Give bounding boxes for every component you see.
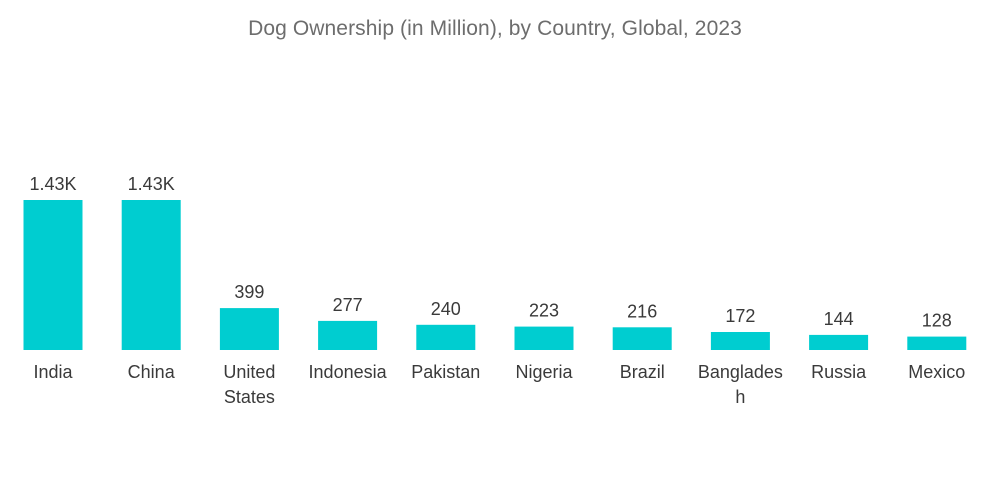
value-label: 223 xyxy=(529,301,559,321)
bar-brazil xyxy=(612,327,672,350)
category-labels-group: India China United States Indonesia Pakistan N… xyxy=(33,362,965,407)
category-label: Banglades h xyxy=(698,362,783,407)
value-label: 128 xyxy=(922,311,952,331)
category-label: Indonesia xyxy=(309,362,388,382)
chart-title: Dog Ownership (in Million), by Country, … xyxy=(248,17,742,40)
value-label: 1.43K xyxy=(128,174,175,194)
value-label: 172 xyxy=(725,306,755,326)
value-label: 216 xyxy=(627,301,657,321)
value-label: 277 xyxy=(333,295,363,315)
bar-indonesia xyxy=(318,320,378,350)
category-label: Mexico xyxy=(908,362,965,382)
bar-pakistan xyxy=(416,324,476,350)
value-label: 399 xyxy=(234,282,264,302)
bar-china xyxy=(121,200,181,350)
category-label: China xyxy=(128,362,176,382)
bar-nigeria xyxy=(514,326,574,350)
bar-india xyxy=(23,200,83,350)
bar-russia xyxy=(809,334,869,350)
bar-bangladesh xyxy=(710,332,770,350)
value-label: 240 xyxy=(431,299,461,319)
category-label: Pakistan xyxy=(411,362,480,382)
category-label: Russia xyxy=(811,362,867,382)
value-labels-group: 1.43K 1.43K 399 277 240 223 216 172 144 128 xyxy=(29,174,951,331)
category-label: Nigeria xyxy=(515,362,573,382)
value-label: 1.43K xyxy=(29,174,76,194)
value-label: 144 xyxy=(824,309,854,329)
bars-group xyxy=(23,200,967,350)
bar-united-states xyxy=(219,308,279,350)
category-label: Brazil xyxy=(620,362,665,382)
bar-mexico xyxy=(907,336,967,350)
category-label: India xyxy=(33,362,73,382)
category-label: United States xyxy=(223,362,275,407)
